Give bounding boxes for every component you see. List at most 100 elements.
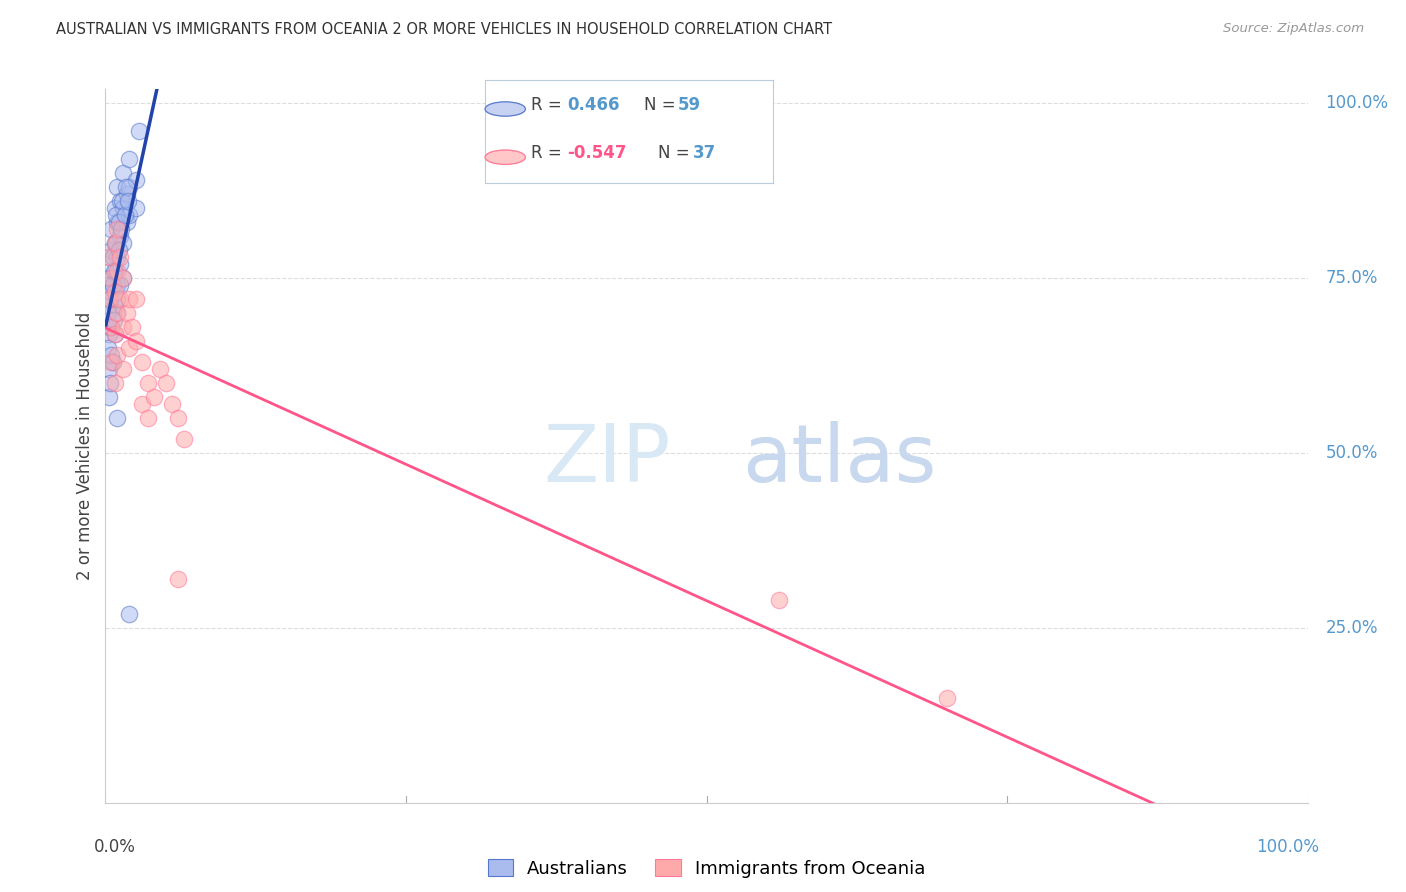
Point: [98, 271, 121, 285]
Point: [112, 201, 135, 215]
Point: [107, 306, 129, 320]
Point: [107, 278, 129, 293]
Point: [104, 376, 127, 390]
Point: [111, 194, 134, 208]
Text: N =: N =: [644, 96, 681, 114]
Point: [104, 299, 127, 313]
Point: [124, 334, 146, 348]
Point: [107, 264, 129, 278]
Point: [103, 264, 125, 278]
Point: [128, 124, 150, 138]
Text: R =: R =: [531, 145, 567, 162]
Point: [173, 432, 195, 446]
Text: 100.0%: 100.0%: [1326, 95, 1389, 112]
Point: [142, 390, 165, 404]
Point: [115, 215, 138, 229]
Point: [107, 411, 129, 425]
Point: [100, 320, 122, 334]
Point: [108, 257, 131, 271]
Point: [124, 201, 146, 215]
Point: [107, 292, 129, 306]
Point: [124, 173, 146, 187]
Text: atlas: atlas: [742, 421, 936, 499]
Point: [107, 215, 129, 229]
Point: [107, 348, 129, 362]
Y-axis label: 2 or more Vehicles in Household: 2 or more Vehicles in Household: [76, 312, 94, 580]
Point: [100, 222, 122, 236]
Text: R =: R =: [531, 96, 567, 114]
Point: [107, 222, 129, 236]
Text: 100.0%: 100.0%: [1257, 838, 1320, 855]
Point: [98, 250, 121, 264]
Point: [112, 166, 135, 180]
Text: 37: 37: [693, 145, 716, 162]
Point: [115, 187, 138, 202]
Point: [110, 222, 132, 236]
Point: [121, 320, 143, 334]
Point: [101, 355, 124, 369]
Point: [105, 208, 128, 222]
Point: [768, 593, 790, 607]
Point: [136, 376, 159, 390]
Point: [100, 348, 122, 362]
Point: [107, 243, 129, 257]
Text: 75.0%: 75.0%: [1326, 269, 1378, 287]
Text: N =: N =: [658, 145, 695, 162]
Point: [97, 306, 120, 320]
Point: [108, 292, 131, 306]
Point: [124, 292, 146, 306]
Text: 25.0%: 25.0%: [1326, 619, 1378, 637]
Point: [107, 250, 129, 264]
Point: [118, 341, 141, 355]
Point: [100, 271, 122, 285]
Point: [100, 243, 122, 257]
Point: [97, 278, 120, 293]
Text: 50.0%: 50.0%: [1326, 444, 1378, 462]
Point: [112, 271, 135, 285]
Point: [98, 250, 121, 264]
Point: [104, 327, 127, 342]
Point: [118, 208, 141, 222]
Point: [103, 313, 125, 327]
Point: [104, 236, 127, 251]
Point: [112, 362, 135, 376]
Point: [118, 292, 141, 306]
Point: [101, 250, 124, 264]
Point: [98, 299, 121, 313]
Point: [114, 208, 136, 222]
Point: [104, 236, 127, 251]
Point: [112, 236, 135, 251]
Text: 0.466: 0.466: [567, 96, 620, 114]
Point: [131, 355, 153, 369]
Point: [98, 292, 121, 306]
Point: [118, 607, 141, 621]
Point: [115, 306, 138, 320]
Point: [98, 390, 121, 404]
Point: [131, 397, 153, 411]
Point: [100, 285, 122, 299]
Point: [155, 376, 177, 390]
Point: [104, 327, 127, 342]
Point: [97, 341, 120, 355]
Point: [115, 180, 138, 194]
Point: [98, 376, 121, 390]
Text: 59: 59: [678, 96, 702, 114]
Text: 0.0%: 0.0%: [93, 838, 135, 855]
Point: [104, 285, 127, 299]
Text: ZIP: ZIP: [543, 421, 671, 499]
Point: [112, 320, 135, 334]
Point: [98, 362, 121, 376]
Point: [107, 215, 129, 229]
Point: [936, 690, 959, 705]
Point: [166, 572, 188, 586]
Point: [98, 292, 121, 306]
Circle shape: [485, 150, 526, 164]
Point: [104, 264, 127, 278]
Point: [108, 250, 131, 264]
Point: [136, 411, 159, 425]
Point: [105, 236, 128, 251]
Point: [160, 397, 183, 411]
Point: [98, 327, 121, 342]
Point: [100, 355, 122, 369]
Circle shape: [485, 102, 526, 116]
